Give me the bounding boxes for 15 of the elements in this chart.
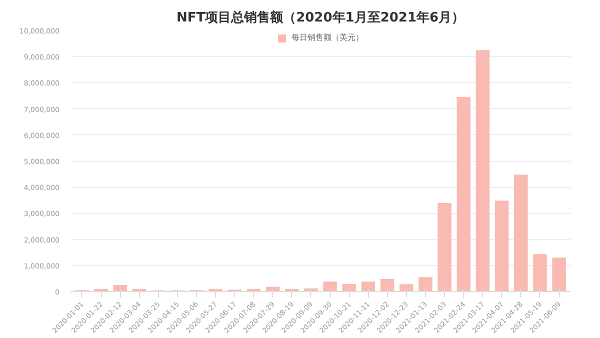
bar xyxy=(323,282,337,292)
bar xyxy=(552,258,566,292)
bar xyxy=(380,278,394,292)
bar xyxy=(514,174,528,292)
bar xyxy=(418,277,432,292)
legend-label: 每日销售额（美元） xyxy=(292,32,364,43)
bar xyxy=(438,203,452,292)
chart-title: NFT项目总销售额（2020年1月至2021年6月） xyxy=(176,10,465,26)
bar xyxy=(533,254,547,292)
bar xyxy=(494,200,509,292)
bar xyxy=(456,97,470,292)
bar xyxy=(113,284,127,292)
bar xyxy=(400,284,414,292)
bar xyxy=(361,282,376,292)
bar xyxy=(476,50,490,292)
